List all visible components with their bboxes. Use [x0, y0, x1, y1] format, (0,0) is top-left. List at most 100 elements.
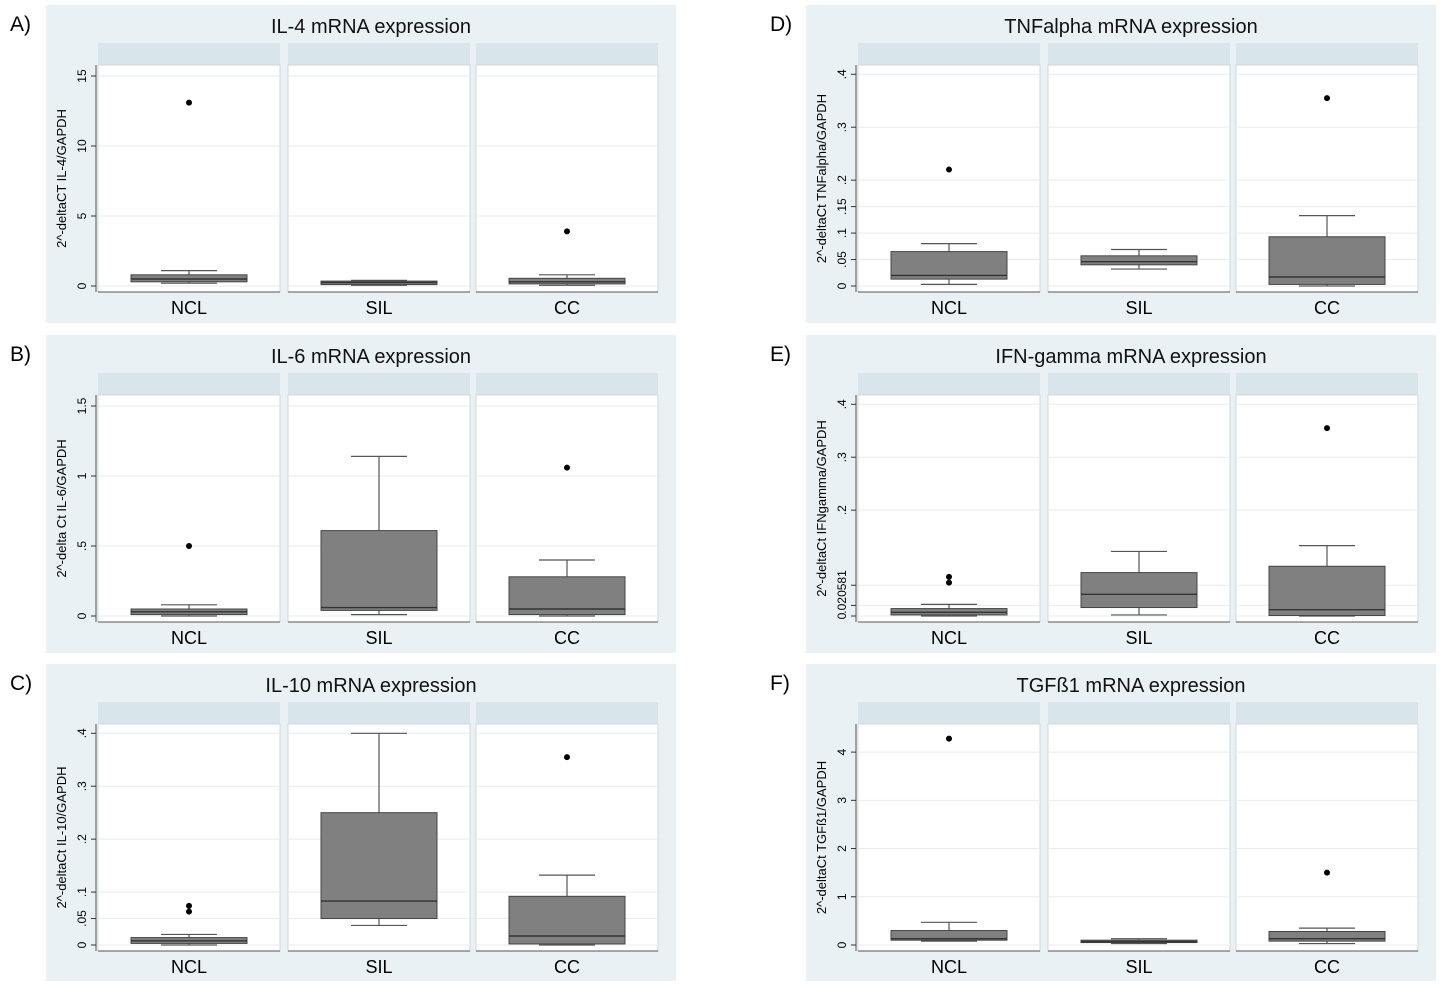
box-sil [1080, 572, 1198, 609]
facet-strip [288, 373, 470, 395]
y-axis-label: 2^-delta Ct IL-6/GAPDH [54, 439, 69, 577]
facet-strip [858, 43, 1040, 65]
category-label-ncl: NCL [171, 628, 207, 648]
y-tick-label: 5 [75, 212, 89, 219]
category-label-ncl: NCL [931, 957, 967, 977]
category-label-sil: SIL [365, 628, 392, 648]
facet-plot-area [97, 394, 281, 623]
y-tick-label: .3 [75, 781, 89, 791]
category-label-cc: CC [1314, 298, 1340, 318]
facet-strip [1048, 373, 1230, 395]
y-tick-label: .2 [835, 175, 849, 185]
facet-plot-area [97, 64, 281, 293]
y-tick-label: 15 [75, 69, 89, 83]
facet-strip [476, 43, 658, 65]
outlier-point [1324, 95, 1330, 102]
y-tick-label: .15 [835, 198, 849, 215]
facet-strip [858, 373, 1040, 395]
y-tick-label: .1 [75, 887, 89, 897]
outlier-point [186, 908, 192, 915]
y-tick-label: .3 [835, 122, 849, 132]
y-tick-label: .4 [835, 399, 849, 409]
y-tick-label: 10 [75, 139, 89, 153]
chart-title: IL-4 mRNA expression [271, 16, 471, 38]
y-tick-label: 1 [835, 893, 849, 900]
outlier-point [186, 902, 192, 909]
chart-title: IL-10 mRNA expression [265, 675, 476, 697]
y-tick-label: 1.5 [75, 397, 89, 414]
facet-plot-area [287, 64, 471, 293]
panel-label: D) [770, 13, 792, 36]
y-tick-label: 2 [835, 845, 849, 852]
outlier-point [946, 735, 952, 742]
facet-strip [1048, 43, 1230, 65]
box-sil [320, 530, 438, 611]
facet-strip [1048, 702, 1230, 724]
box-cc [508, 895, 626, 945]
category-label-ncl: NCL [171, 957, 207, 977]
category-label-ncl: NCL [931, 628, 967, 648]
outlier-point [1324, 425, 1330, 432]
facet-strip [476, 702, 658, 724]
outlier-point [946, 579, 952, 586]
category-label-cc: CC [1314, 628, 1340, 648]
y-tick-label: 4 [835, 748, 849, 755]
category-label-cc: CC [554, 298, 580, 318]
chart-title: TGFß1 mRNA expression [1017, 675, 1246, 697]
y-tick-label: .3 [835, 452, 849, 462]
y-tick-label: 0 [835, 282, 849, 289]
y-axis-label: 2^-deltaCt IL-10/GAPDH [54, 767, 69, 909]
y-tick-label: .5 [75, 541, 89, 551]
facet-strip [1236, 43, 1418, 65]
chart-panel-b: B) IL-6 mRNA expression 2^-delta Ct IL-6/G… [10, 335, 676, 653]
y-tick-label: .05 [835, 251, 849, 268]
y-tick-label: 0 [835, 941, 849, 948]
y-tick-label: .0581 [835, 570, 849, 600]
y-tick-label: 0 [75, 612, 89, 619]
outlier-point [186, 99, 192, 106]
y-tick-label: 0 [835, 612, 849, 619]
outlier-point [564, 754, 570, 761]
facet-strip [476, 373, 658, 395]
facet-strip [858, 702, 1040, 724]
category-label-cc: CC [1314, 957, 1340, 977]
y-tick-label: 0 [75, 282, 89, 289]
facet-strip [1236, 702, 1418, 724]
chart-panel-f: F) TGFß1 mRNA expression 2^-deltaCt TGFß1/… [770, 664, 1436, 982]
box-cc [1268, 565, 1386, 616]
category-label-sil: SIL [365, 957, 392, 977]
facet-strip [98, 702, 280, 724]
chart-title: IFN-gamma mRNA expression [995, 346, 1266, 368]
outlier-point [1324, 869, 1330, 876]
facet-plot-area [475, 64, 659, 293]
facet-plot-area [857, 723, 1041, 952]
outlier-point [946, 166, 952, 173]
outlier-point [564, 228, 570, 235]
outlier-point [186, 543, 192, 549]
panel-label: E) [770, 343, 791, 366]
category-label-sil: SIL [1125, 298, 1152, 318]
y-axis-label: 2^-deltaCt TNFalpha/GAPDH [814, 94, 829, 263]
facet-strip [98, 43, 280, 65]
outlier-point [564, 464, 570, 471]
facet-strip [288, 702, 470, 724]
facet-strip [288, 43, 470, 65]
category-label-ncl: NCL [171, 298, 207, 318]
box-sil [320, 812, 438, 920]
y-tick-label: .1 [835, 228, 849, 238]
box-ncl [890, 251, 1008, 280]
y-tick-label: .2 [835, 505, 849, 515]
facet-strip [98, 373, 280, 395]
facet-strip [1236, 373, 1418, 395]
y-tick-label: 1 [75, 472, 89, 479]
category-label-cc: CC [554, 957, 580, 977]
box-cc [1268, 930, 1386, 942]
y-tick-label: 0 [75, 941, 89, 948]
panel-label: F) [770, 672, 790, 695]
chart-panel-a: A) IL-4 mRNA expression 2^-deltaCT IL-4/GA… [10, 5, 676, 323]
facet-plot-area [857, 394, 1041, 623]
facet-plot-area [97, 723, 281, 952]
y-tick-label: .4 [835, 69, 849, 79]
